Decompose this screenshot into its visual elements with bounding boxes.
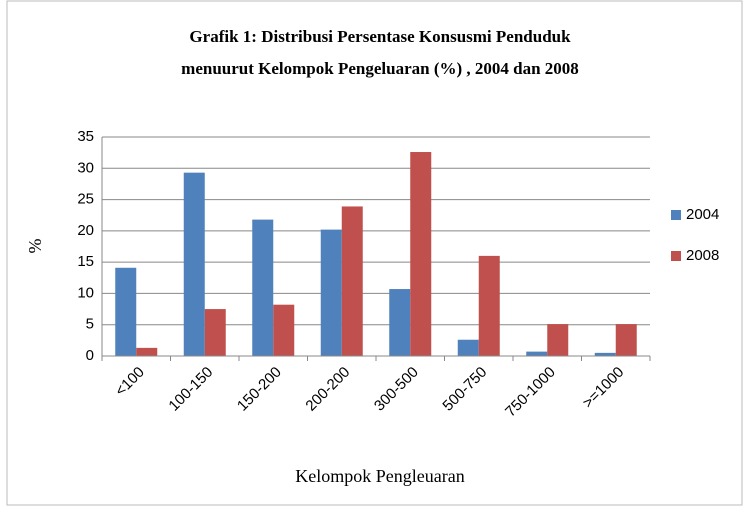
bar	[183, 172, 205, 356]
x-tick-label: 200-200	[302, 364, 353, 415]
bar	[457, 339, 479, 356]
bar	[341, 206, 363, 356]
y-tick-label: 35	[77, 128, 94, 145]
x-tick-label: 300-500	[371, 364, 422, 415]
bar	[273, 304, 295, 356]
x-axis-label: Kelompok Pengleuaran	[295, 466, 464, 486]
bar	[204, 309, 226, 356]
bar	[136, 347, 158, 356]
chart-title: menuurut Kelompok Pengeluaran (%) , 2004…	[181, 59, 579, 78]
x-tick-label: >=1000	[579, 364, 627, 412]
legend-label: 2004	[686, 206, 719, 223]
bar	[389, 289, 411, 356]
chart-title: Grafik 1: Distribusi Persentase Konsusmi…	[189, 27, 571, 46]
y-tick-label: 25	[77, 191, 94, 208]
x-tick-label: 500-750	[439, 364, 490, 415]
x-tick-label: 750-1000	[502, 364, 559, 421]
y-tick-label: 0	[86, 347, 94, 364]
y-tick-label: 10	[77, 284, 94, 301]
bar	[478, 255, 500, 356]
bar	[615, 324, 637, 356]
x-tick-label: 150-200	[234, 364, 285, 415]
legend-label: 2008	[686, 247, 719, 264]
y-axis-label: %	[25, 239, 45, 254]
y-tick-label: 15	[77, 253, 94, 270]
bar	[547, 324, 569, 356]
bar	[252, 219, 274, 356]
bar	[320, 229, 342, 356]
chart-frame	[6, 0, 743, 506]
x-tick-label: 100-150	[165, 364, 216, 415]
bar	[115, 267, 137, 356]
y-tick-label: 20	[77, 222, 94, 239]
bar	[594, 352, 616, 356]
y-tick-label: 5	[86, 316, 94, 333]
y-tick-label: 30	[77, 159, 94, 176]
bar	[410, 152, 432, 356]
x-tick-label: <100	[112, 364, 148, 400]
bar	[526, 351, 548, 356]
legend-swatch	[671, 210, 681, 220]
legend-swatch	[671, 251, 681, 261]
